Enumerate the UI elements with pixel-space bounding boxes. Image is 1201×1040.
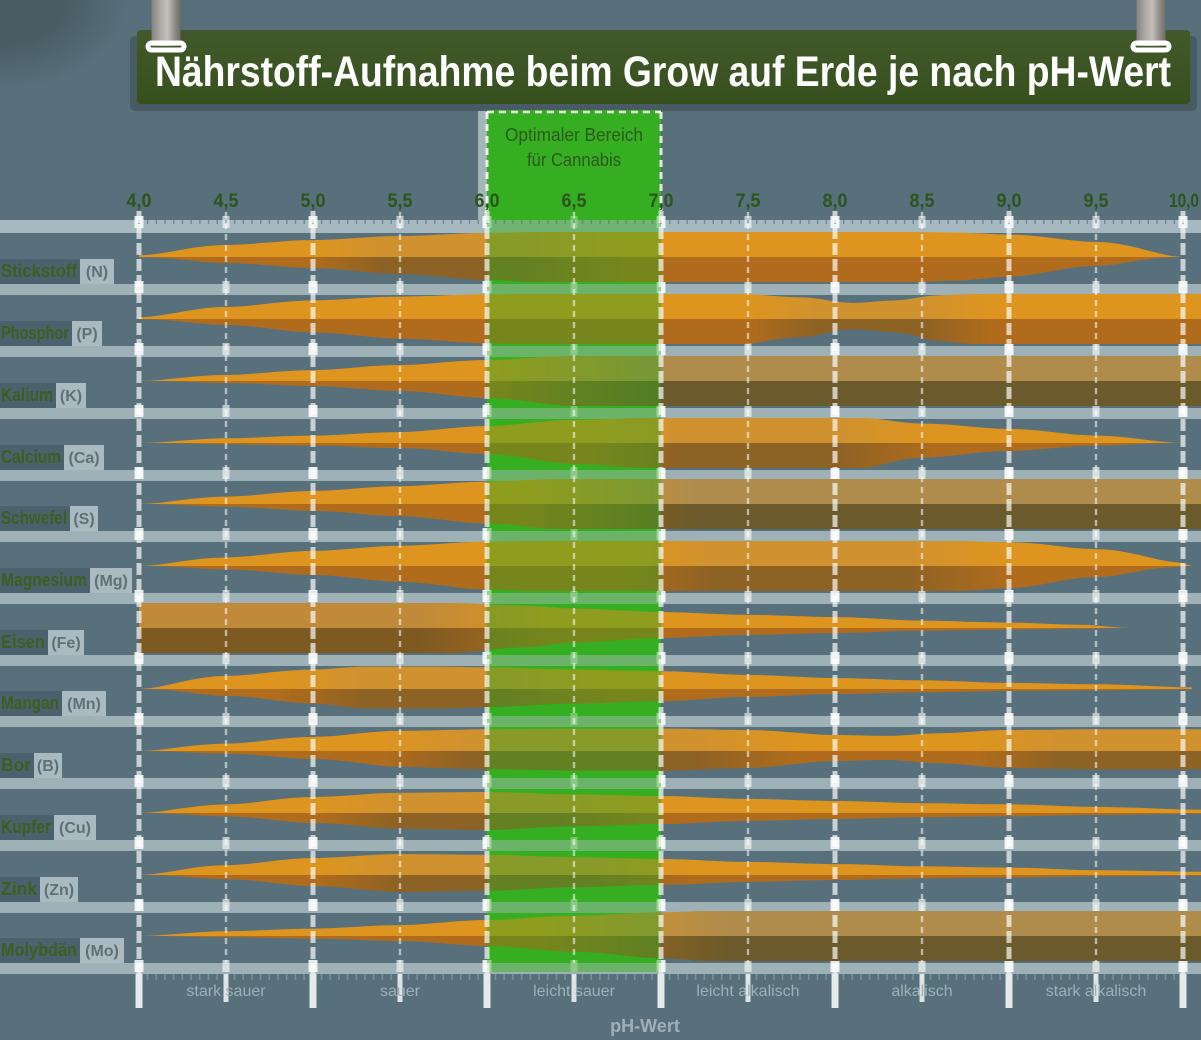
svg-text:Bor: Bor (1, 755, 31, 775)
svg-text:(K): (K) (60, 388, 82, 405)
svg-text:leicht alkalisch: leicht alkalisch (696, 983, 799, 1000)
svg-text:6,5: 6,5 (562, 191, 587, 212)
svg-text:Eisen: Eisen (1, 632, 45, 652)
svg-text:5,5: 5,5 (388, 191, 413, 212)
svg-text:7,5: 7,5 (736, 191, 761, 212)
svg-text:Schwefel: Schwefel (1, 508, 67, 528)
svg-text:Stickstoff: Stickstoff (1, 261, 78, 281)
svg-text:sauer: sauer (380, 983, 421, 1000)
svg-text:(Fe): (Fe) (51, 635, 80, 652)
svg-text:Optimaler Bereich: Optimaler Bereich (505, 125, 643, 145)
svg-text:Mangan: Mangan (1, 693, 59, 713)
svg-text:4,0: 4,0 (127, 191, 152, 212)
svg-text:stark sauer: stark sauer (186, 983, 266, 1000)
svg-text:10,0: 10,0 (1169, 191, 1199, 212)
svg-text:stark alkalisch: stark alkalisch (1046, 983, 1146, 1000)
svg-text:(B): (B) (37, 758, 59, 775)
svg-text:8,5: 8,5 (910, 191, 935, 212)
svg-text:(Ca): (Ca) (68, 450, 99, 467)
svg-text:Magnesium: Magnesium (1, 570, 87, 590)
svg-text:Kupfer: Kupfer (1, 817, 51, 837)
svg-text:(S): (S) (73, 511, 94, 528)
svg-text:5,0: 5,0 (301, 191, 326, 212)
svg-text:8,0: 8,0 (823, 191, 848, 212)
svg-text:7,0: 7,0 (649, 191, 674, 212)
svg-text:Zink: Zink (1, 879, 38, 899)
svg-text:Calcium: Calcium (1, 447, 61, 467)
svg-text:(N): (N) (86, 264, 108, 281)
svg-text:4,5: 4,5 (214, 191, 239, 212)
svg-text:Molybdän: Molybdän (1, 940, 77, 960)
svg-text:(P): (P) (76, 326, 97, 343)
svg-text:(Mg): (Mg) (94, 573, 128, 590)
svg-text:alkalisch: alkalisch (891, 983, 952, 1000)
svg-text:(Mn): (Mn) (67, 696, 101, 713)
svg-text:für Cannabis: für Cannabis (527, 150, 621, 170)
svg-text:Kalium: Kalium (1, 385, 53, 405)
svg-text:(Mo): (Mo) (85, 943, 119, 960)
svg-text:(Cu): (Cu) (59, 820, 91, 837)
svg-text:9,0: 9,0 (997, 191, 1022, 212)
svg-text:(Zn): (Zn) (44, 882, 74, 899)
svg-text:6,0: 6,0 (475, 191, 500, 212)
svg-text:Phosphor: Phosphor (1, 323, 69, 343)
svg-text:Nährstoff-Aufnahme beim Grow a: Nährstoff-Aufnahme beim Grow auf Erde je… (155, 48, 1171, 96)
svg-text:9,5: 9,5 (1084, 191, 1109, 212)
svg-text:pH-Wert: pH-Wert (610, 1016, 680, 1036)
svg-text:leicht sauer: leicht sauer (533, 983, 615, 1000)
